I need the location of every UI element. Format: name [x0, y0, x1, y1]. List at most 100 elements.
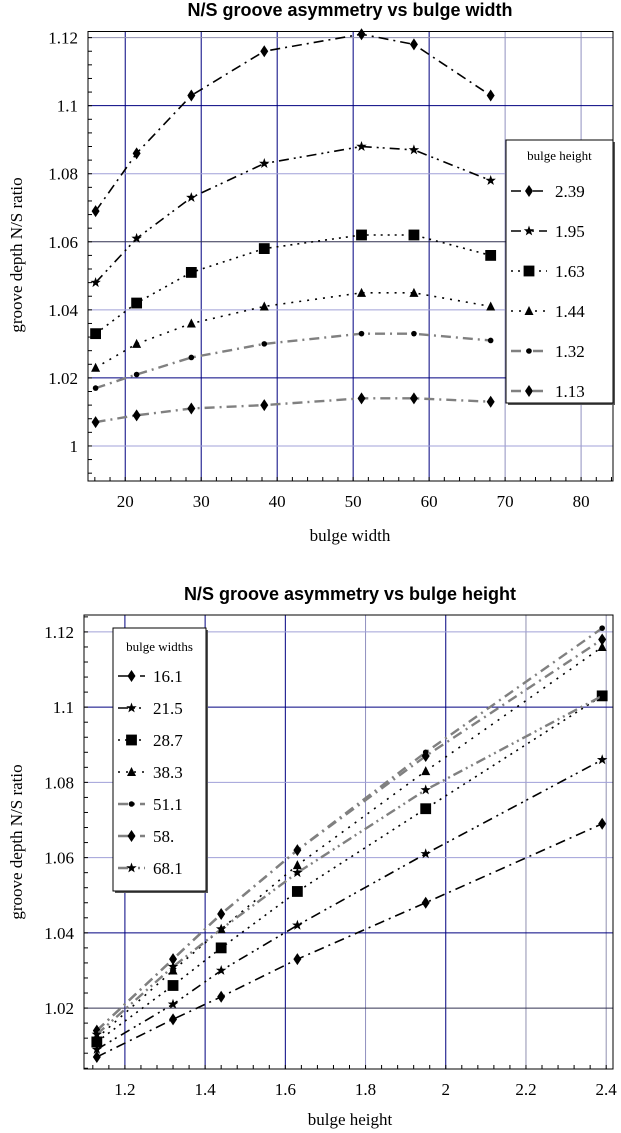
y-tick-label: 1.04: [44, 924, 74, 943]
diamond-marker: [598, 817, 607, 830]
diamond-marker: [357, 28, 366, 41]
y-tick-label: 1.06: [44, 849, 74, 868]
x-axis-label: bulge width: [310, 526, 391, 545]
y-tick-label: 1.06: [48, 233, 78, 252]
star-marker: [91, 1028, 103, 1039]
star-marker: [485, 175, 496, 185]
dot-marker: [128, 801, 135, 807]
diamond-marker: [525, 385, 533, 397]
x-tick-label: 1.2: [114, 1080, 135, 1099]
diamond-marker: [92, 1050, 101, 1063]
y-tick-label: 1.04: [48, 301, 78, 320]
y-tick-label: 1.12: [48, 29, 78, 48]
square-marker: [131, 297, 143, 309]
series-2.39: [91, 28, 495, 218]
series-line: [96, 695, 603, 1043]
dot-marker: [358, 330, 365, 337]
triangle-marker: [421, 766, 431, 776]
series-1.63: [90, 229, 497, 340]
diamond-marker: [217, 990, 226, 1003]
plot-area: 1.2 1.4 1.6 1.8 2 2.2 2.4 1.02 1.04 1.06 1.08 1.1 1.…: [44, 614, 618, 1099]
series-68.1: [91, 690, 608, 1039]
x-tick-label: 1.6: [275, 1080, 296, 1099]
series-1.32: [92, 330, 494, 391]
diamond-marker: [525, 185, 533, 197]
series-line: [95, 638, 603, 1032]
y-tick-label: 1.1: [57, 97, 78, 116]
chart-title: N/S groove asymmetry vs bulge width: [187, 0, 512, 20]
y-tick-label: 1.12: [44, 623, 74, 642]
legend-title: bulge widths: [126, 639, 193, 654]
legend: bulge height 2.39 1.95 1.63 1.44 1.32 1.13: [505, 139, 615, 405]
diamond-marker: [127, 670, 136, 682]
star-marker: [167, 998, 179, 1009]
y-tick-label: 1.08: [44, 773, 74, 792]
x-tick-label: 80: [573, 492, 590, 511]
star-marker: [91, 1043, 103, 1054]
star-marker: [408, 144, 420, 155]
legend-label: 38.3: [153, 763, 183, 782]
y-tick-label: 1.1: [53, 698, 74, 717]
grid: [88, 31, 613, 481]
dot-marker: [487, 337, 494, 344]
chart-height: N/S groove asymmetry vs bulge height bul…: [7, 584, 617, 1129]
legend-label: 28.7: [153, 731, 183, 750]
plot-frame: [83, 614, 614, 1070]
star-marker: [126, 702, 137, 713]
star-marker: [131, 232, 142, 243]
legend-label: 51.1: [153, 795, 183, 814]
y-tick-label: 1.08: [48, 165, 78, 184]
series-line: [96, 823, 603, 1058]
dot-marker: [599, 625, 605, 631]
square-marker: [420, 803, 432, 815]
diamond-marker: [260, 399, 269, 412]
square-marker: [90, 328, 101, 340]
diamond-marker: [598, 633, 607, 646]
legend-label: 16.1: [153, 667, 183, 686]
star-marker: [292, 867, 303, 878]
square-marker: [291, 886, 303, 897]
series-16.1: [92, 817, 607, 1063]
star-marker: [356, 141, 367, 151]
legend-title: bulge height: [527, 148, 592, 163]
diamond-marker: [260, 45, 269, 58]
x-tick-label: 1.4: [194, 1080, 216, 1099]
star-marker: [215, 923, 227, 934]
triangle-marker: [186, 318, 196, 328]
x-tick-label: 20: [117, 492, 134, 511]
star-marker: [186, 192, 197, 202]
dot-marker: [188, 354, 195, 361]
diamond-marker: [409, 38, 418, 51]
diamond-marker: [132, 147, 141, 160]
x-tick-label: 30: [193, 492, 210, 511]
star-marker: [596, 690, 608, 701]
series-line: [95, 332, 491, 390]
star-marker: [596, 754, 608, 765]
y-tick-label: 1: [70, 437, 79, 456]
series-line: [95, 145, 491, 284]
star-marker: [420, 784, 431, 795]
square-marker: [126, 734, 137, 746]
square-marker: [523, 265, 535, 277]
diamond-marker: [187, 89, 196, 102]
legend-label: 2.39: [555, 182, 585, 201]
diamond-marker: [91, 205, 100, 218]
diamond-marker: [357, 392, 366, 405]
legend: bulge widths 16.1 21.5 28.7 38.3 51.1 58. 68.1: [112, 627, 208, 893]
dot-marker: [133, 371, 140, 378]
diamond-marker: [91, 416, 100, 429]
series-21.5: [91, 754, 608, 1054]
diamond-marker: [421, 896, 430, 909]
legend-label: 1.95: [555, 222, 585, 241]
star-marker: [90, 277, 101, 288]
series-line: [96, 694, 603, 1036]
square-marker: [167, 980, 179, 991]
y-tick-label: 1.02: [44, 999, 74, 1018]
x-tick-label: 2.4: [596, 1080, 618, 1099]
diamond-marker: [169, 953, 178, 966]
square-marker: [356, 229, 367, 241]
legend-label: 68.1: [153, 859, 183, 878]
dot-marker: [92, 385, 99, 391]
diamond-marker: [486, 89, 495, 102]
